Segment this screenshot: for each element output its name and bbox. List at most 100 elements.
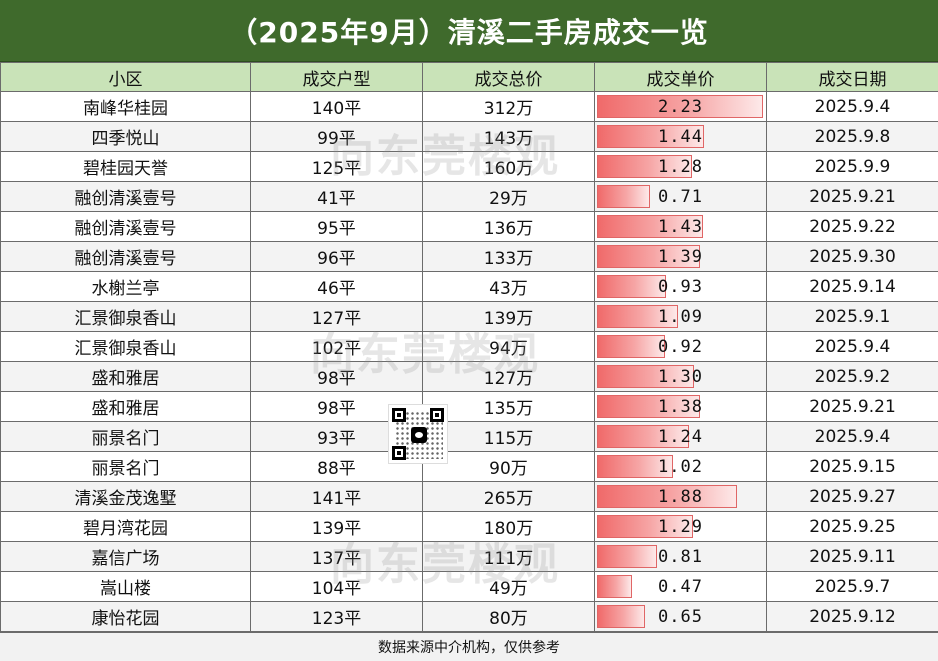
cell-size: 95平: [250, 211, 423, 242]
unit-price-value: 1.02: [658, 456, 703, 477]
unit-price-value: 0.71: [658, 186, 703, 207]
cell-community: 水榭兰亭: [0, 271, 251, 302]
cell-total-price: 127万: [422, 361, 595, 392]
cell-total-price: 136万: [422, 211, 595, 242]
cell-date: 2025.9.15: [766, 451, 938, 482]
cell-size: 88平: [250, 451, 423, 482]
cell-date: 2025.9.2: [766, 361, 938, 392]
cell-unit-price: 1.44: [594, 121, 767, 152]
cell-community: 融创清溪壹号: [0, 211, 251, 242]
unit-price-value: 2.23: [658, 96, 703, 117]
cell-unit-price: 1.38: [594, 391, 767, 422]
cell-size: 99平: [250, 121, 423, 152]
cell-size: 125平: [250, 151, 423, 182]
cell-date: 2025.9.4: [766, 91, 938, 122]
cell-total-price: 180万: [422, 511, 595, 542]
column-header-total-price: 成交总价: [422, 62, 595, 92]
cell-unit-price: 1.43: [594, 211, 767, 242]
cell-total-price: 90万: [422, 451, 595, 482]
unit-price-bar: [597, 545, 657, 568]
unit-price-bar: [597, 95, 763, 118]
cell-community: 嵩山楼: [0, 571, 251, 602]
column-header-unit-price: 成交单价: [594, 62, 767, 92]
cell-unit-price: 0.92: [594, 331, 767, 362]
cell-size: 139平: [250, 511, 423, 542]
unit-price-bar: [597, 275, 666, 298]
table-row: 融创清溪壹号 41平 29万 0.71 2025.9.21: [0, 181, 938, 212]
table-row: 嵩山楼 104平 49万 0.47 2025.9.7: [0, 571, 938, 602]
cell-size: 93平: [250, 421, 423, 452]
cell-community: 四季悦山: [0, 121, 251, 152]
cell-unit-price: 0.47: [594, 571, 767, 602]
cell-total-price: 143万: [422, 121, 595, 152]
unit-price-bar: [597, 335, 665, 358]
cell-community: 南峰华桂园: [0, 91, 251, 122]
cell-community: 融创清溪壹号: [0, 181, 251, 212]
cell-date: 2025.9.4: [766, 421, 938, 452]
unit-price-bar: [597, 185, 650, 208]
cell-total-price: 160万: [422, 151, 595, 182]
cell-size: 127平: [250, 301, 423, 332]
cell-size: 98平: [250, 391, 423, 422]
cell-date: 2025.9.11: [766, 541, 938, 572]
unit-price-value: 0.65: [658, 606, 703, 627]
unit-price-value: 0.47: [658, 576, 703, 597]
unit-price-bar: [597, 515, 693, 538]
page-title: （2025年9月）清溪二手房成交一览: [0, 0, 938, 62]
unit-price-value: 1.28: [658, 156, 703, 177]
cell-unit-price: 1.28: [594, 151, 767, 182]
cell-date: 2025.9.30: [766, 241, 938, 272]
table-row: 融创清溪壹号 96平 133万 1.39 2025.9.30: [0, 241, 938, 272]
table-row: 南峰华桂园 140平 312万 2.23 2025.9.4: [0, 91, 938, 122]
table-row: 汇景御泉香山 127平 139万 1.09 2025.9.1: [0, 301, 938, 332]
cell-community: 汇景御泉香山: [0, 331, 251, 362]
cell-community: 盛和雅居: [0, 361, 251, 392]
cell-date: 2025.9.9: [766, 151, 938, 182]
table-row: 丽景名门 88平 90万 1.02 2025.9.15: [0, 451, 938, 482]
cell-unit-price: 0.65: [594, 601, 767, 632]
table-row: 盛和雅居 98平 135万 1.38 2025.9.21: [0, 391, 938, 422]
unit-price-value: 1.44: [658, 126, 703, 147]
cell-date: 2025.9.8: [766, 121, 938, 152]
cell-community: 丽景名门: [0, 451, 251, 482]
cell-date: 2025.9.21: [766, 181, 938, 212]
cell-unit-price: 0.81: [594, 541, 767, 572]
table-row: 碧桂园天誉 125平 160万 1.28 2025.9.9: [0, 151, 938, 182]
cell-total-price: 111万: [422, 541, 595, 572]
cell-size: 102平: [250, 331, 423, 362]
cell-size: 96平: [250, 241, 423, 272]
cell-total-price: 133万: [422, 241, 595, 272]
table-row: 碧月湾花园 139平 180万 1.29 2025.9.25: [0, 511, 938, 542]
cell-unit-price: 2.23: [594, 91, 767, 122]
cell-unit-price: 1.09: [594, 301, 767, 332]
unit-price-bar: [597, 605, 645, 628]
table-row: 嘉信广场 137平 111万 0.81 2025.9.11: [0, 541, 938, 572]
cell-community: 碧月湾花园: [0, 511, 251, 542]
table-body: 南峰华桂园 140平 312万 2.23 2025.9.4 四季悦山 99平 143万 1.44…: [0, 91, 938, 632]
unit-price-bar: [597, 455, 673, 478]
cell-date: 2025.9.21: [766, 391, 938, 422]
unit-price-value: 1.24: [658, 426, 703, 447]
table-row: 四季悦山 99平 143万 1.44 2025.9.8: [0, 121, 938, 152]
unit-price-value: 1.09: [658, 306, 703, 327]
unit-price-value: 1.88: [658, 486, 703, 507]
cell-date: 2025.9.27: [766, 481, 938, 512]
unit-price-value: 1.39: [658, 246, 703, 267]
unit-price-bar: [597, 365, 694, 388]
unit-price-bar: [597, 215, 703, 238]
cell-size: 98平: [250, 361, 423, 392]
cell-community: 融创清溪壹号: [0, 241, 251, 272]
cell-size: 137平: [250, 541, 423, 572]
cell-size: 46平: [250, 271, 423, 302]
table-row: 康怡花园 123平 80万 0.65 2025.9.12: [0, 601, 938, 632]
unit-price-bar: [597, 155, 692, 178]
cell-size: 140平: [250, 91, 423, 122]
table-row: 汇景御泉香山 102平 94万 0.92 2025.9.4: [0, 331, 938, 362]
unit-price-bar: [597, 425, 689, 448]
cell-size: 41平: [250, 181, 423, 212]
unit-price-bar: [597, 395, 700, 418]
cell-date: 2025.9.14: [766, 271, 938, 302]
cell-total-price: 139万: [422, 301, 595, 332]
cell-unit-price: 1.02: [594, 451, 767, 482]
unit-price-value: 1.30: [658, 366, 703, 387]
